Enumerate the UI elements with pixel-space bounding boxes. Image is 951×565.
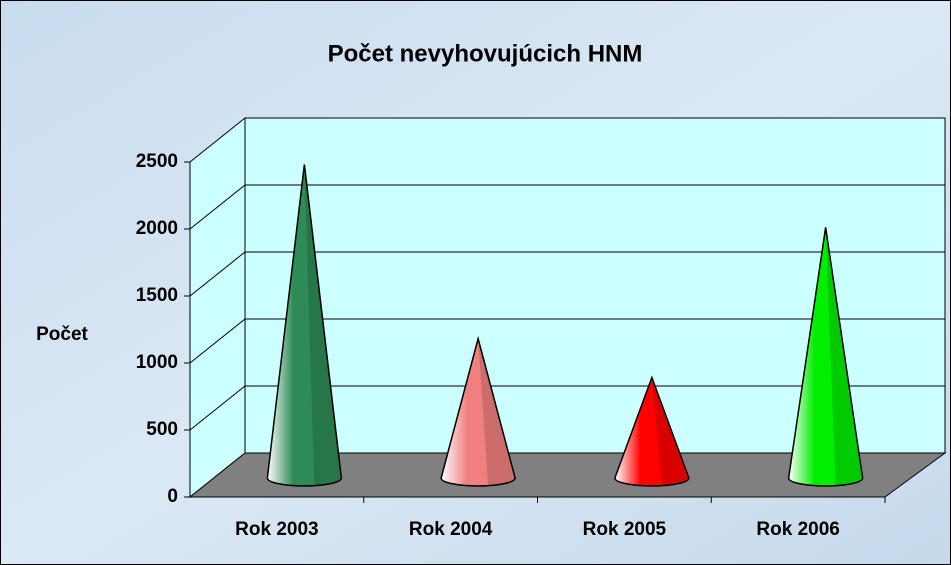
cone — [787, 227, 864, 487]
grid-line — [189, 251, 945, 297]
x-tick-label: Rok 2006 — [756, 519, 839, 540]
grid-line — [189, 184, 945, 230]
cone-shade — [825, 227, 863, 487]
cone — [266, 164, 343, 487]
y-tick-label: 2500 — [136, 151, 178, 172]
y-tick-label: 1500 — [136, 285, 178, 306]
cone — [614, 375, 690, 487]
cone-shade — [478, 338, 516, 486]
x-tick-label: Rok 2004 — [409, 519, 493, 540]
chart-title: Počet nevyhovujúcich HNM — [328, 40, 643, 67]
y-tick-label: 2000 — [136, 218, 178, 239]
x-tick-label: Rok 2003 — [235, 519, 318, 540]
y-axis-label: Počet — [36, 324, 88, 345]
grid-line — [189, 385, 945, 431]
y-tick-label: 1000 — [136, 352, 178, 373]
grid-line — [189, 318, 945, 364]
y-tick-label: 500 — [146, 419, 178, 440]
cone-shade — [304, 164, 342, 486]
cone-shade — [651, 377, 689, 486]
y-tick-label: 0 — [167, 486, 178, 507]
x-tick-label: Rok 2005 — [583, 519, 667, 540]
cone — [440, 335, 516, 487]
side-wall — [189, 116, 246, 499]
